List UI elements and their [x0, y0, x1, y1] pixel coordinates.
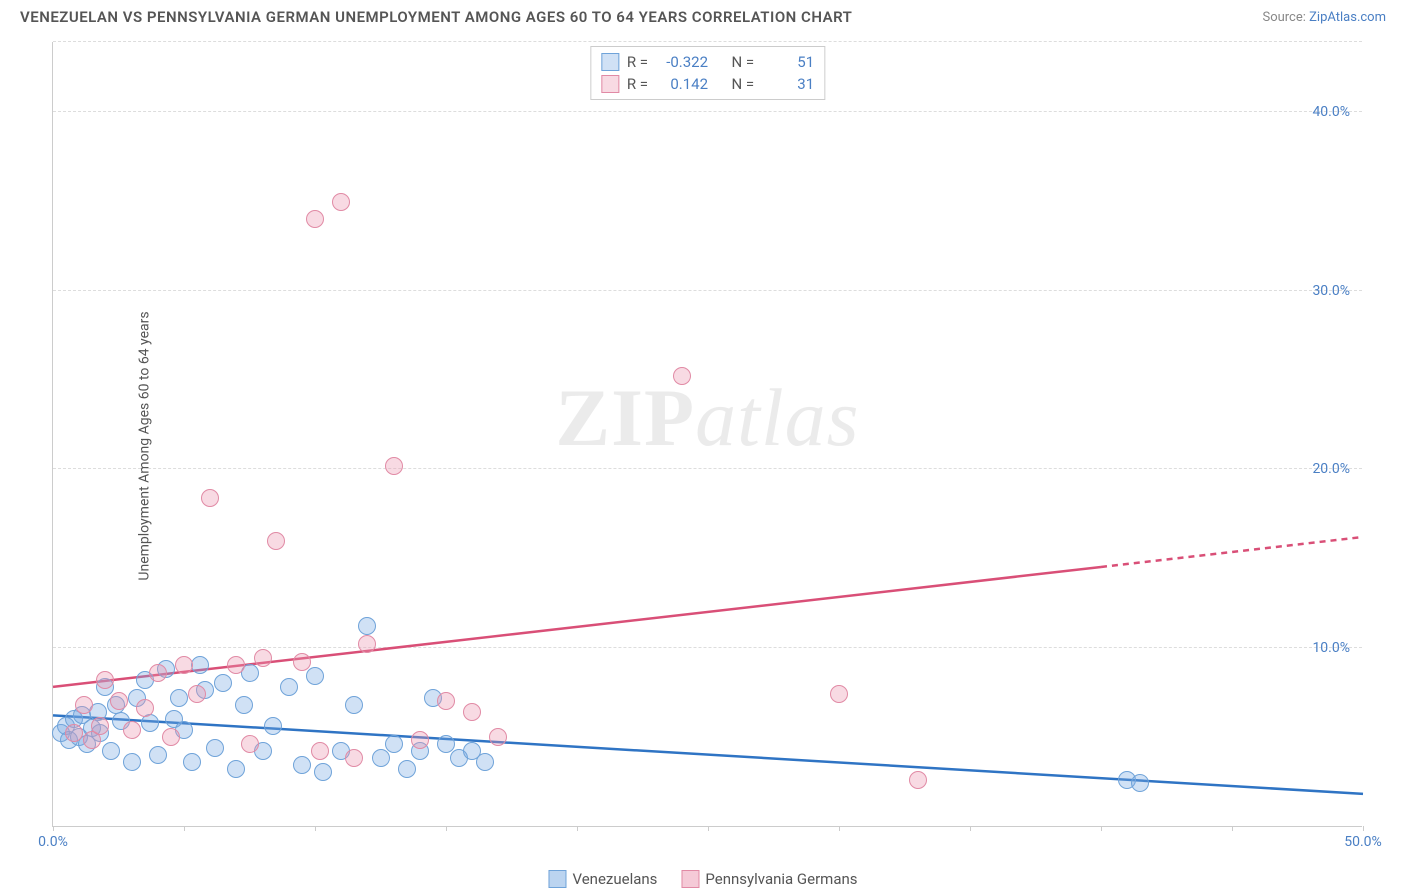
- legend-swatch: [681, 870, 699, 888]
- data-point: [345, 696, 363, 714]
- data-point: [437, 692, 455, 710]
- trend-line: [53, 715, 1363, 794]
- data-point: [65, 724, 83, 742]
- data-point: [398, 760, 416, 778]
- data-point: [96, 671, 114, 689]
- data-point: [311, 742, 329, 760]
- data-point: [345, 749, 363, 767]
- scatter-chart: ZIPatlas R =-0.322 N =51R =0.142 N =31 1…: [52, 42, 1362, 827]
- data-point: [314, 763, 332, 781]
- x-tick: [315, 826, 316, 831]
- chart-title: VENEZUELAN VS PENNSYLVANIA GERMAN UNEMPL…: [20, 8, 852, 26]
- data-point: [75, 696, 93, 714]
- trend-line-dashed: [1101, 537, 1363, 567]
- data-point: [235, 696, 253, 714]
- data-point: [293, 653, 311, 671]
- data-point: [149, 664, 167, 682]
- data-point: [411, 731, 429, 749]
- x-tick: [1101, 826, 1102, 831]
- data-point: [267, 532, 285, 550]
- data-point: [241, 735, 259, 753]
- data-point: [188, 685, 206, 703]
- source-prefix: Source:: [1262, 10, 1309, 25]
- x-tick: [839, 826, 840, 831]
- legend-swatch: [548, 870, 566, 888]
- data-point: [385, 457, 403, 475]
- legend-bottom: Venezuelans Pennsylvania Germans: [548, 870, 857, 888]
- data-point: [191, 656, 209, 674]
- data-point: [372, 749, 390, 767]
- x-tick: [708, 826, 709, 831]
- data-point: [463, 703, 481, 721]
- data-point: [214, 674, 232, 692]
- source-link[interactable]: ZipAtlas.com: [1309, 10, 1386, 25]
- data-point: [293, 756, 311, 774]
- data-point: [280, 678, 298, 696]
- data-point: [385, 735, 403, 753]
- x-tick: [1363, 826, 1364, 831]
- x-tick: [184, 826, 185, 831]
- data-point: [201, 489, 219, 507]
- data-point: [306, 667, 324, 685]
- source-attribution: Source: ZipAtlas.com: [1262, 10, 1386, 25]
- x-tick: [970, 826, 971, 831]
- data-point: [227, 760, 245, 778]
- data-point: [1131, 774, 1149, 792]
- legend-item: Pennsylvania Germans: [681, 870, 857, 888]
- data-point: [183, 753, 201, 771]
- data-point: [306, 210, 324, 228]
- x-tick: [1232, 826, 1233, 831]
- data-point: [358, 635, 376, 653]
- chart-header: VENEZUELAN VS PENNSYLVANIA GERMAN UNEMPL…: [0, 0, 1406, 30]
- x-tick: [53, 826, 54, 831]
- data-point: [170, 689, 188, 707]
- data-point: [264, 717, 282, 735]
- data-point: [123, 753, 141, 771]
- data-point: [206, 739, 224, 757]
- data-point: [358, 617, 376, 635]
- x-tick: [446, 826, 447, 831]
- data-point: [91, 717, 109, 735]
- x-tick-label: 0.0%: [38, 834, 68, 850]
- data-point: [909, 771, 927, 789]
- data-point: [102, 742, 120, 760]
- data-point: [227, 656, 245, 674]
- data-point: [149, 746, 167, 764]
- x-tick-label: 50.0%: [1344, 834, 1382, 850]
- data-point: [476, 753, 494, 771]
- trend-line: [53, 567, 1101, 687]
- data-point: [830, 685, 848, 703]
- data-point: [489, 728, 507, 746]
- data-point: [437, 735, 455, 753]
- data-point: [136, 699, 154, 717]
- x-tick: [577, 826, 578, 831]
- data-point: [254, 649, 272, 667]
- data-point: [110, 692, 128, 710]
- data-point: [673, 367, 691, 385]
- data-point: [332, 193, 350, 211]
- data-point: [162, 728, 180, 746]
- legend-label: Pennsylvania Germans: [705, 870, 857, 888]
- legend-item: Venezuelans: [548, 870, 657, 888]
- data-point: [175, 656, 193, 674]
- data-point: [123, 721, 141, 739]
- legend-label: Venezuelans: [572, 870, 657, 888]
